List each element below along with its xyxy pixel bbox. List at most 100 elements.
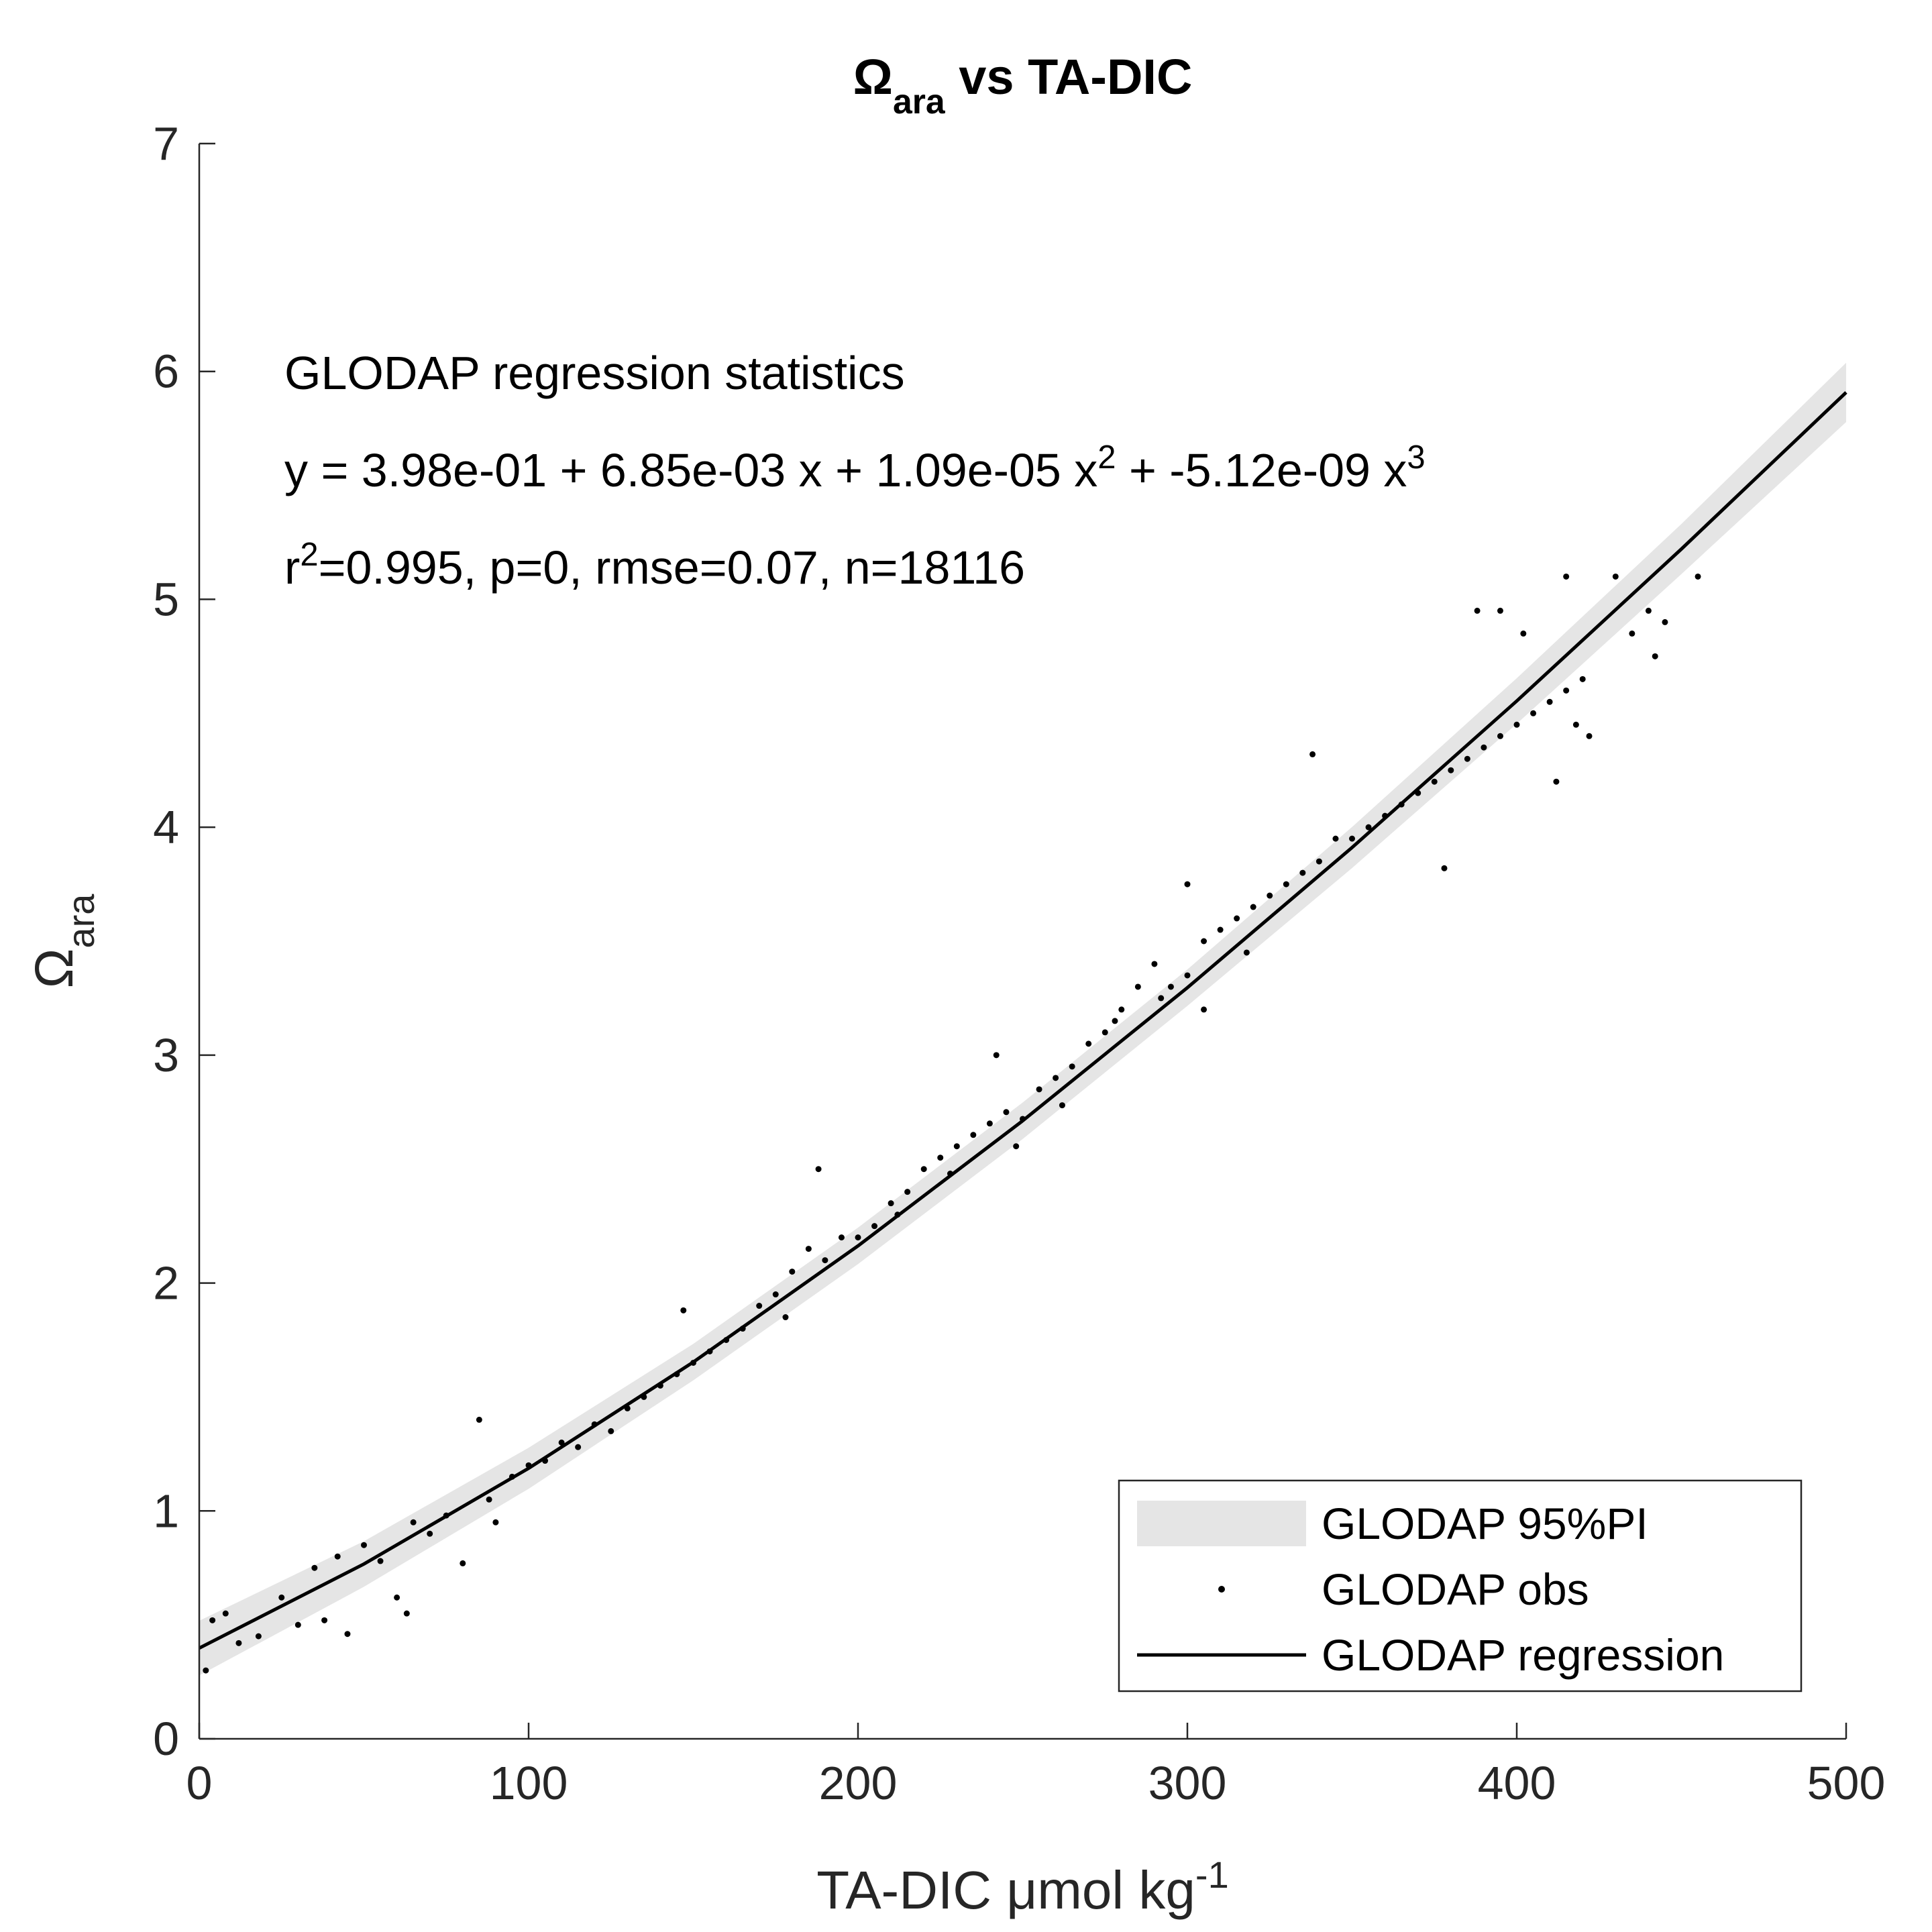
annotation: GLODAP regression statistics bbox=[284, 347, 905, 399]
data-point bbox=[361, 1542, 367, 1548]
data-point bbox=[1217, 926, 1224, 933]
data-point bbox=[1003, 1109, 1010, 1116]
x-tick-label: 400 bbox=[1478, 1757, 1556, 1809]
data-point bbox=[1036, 1086, 1042, 1093]
data-point bbox=[1645, 607, 1652, 614]
data-point bbox=[377, 1558, 384, 1564]
data-point bbox=[1695, 573, 1701, 580]
x-tick-label: 300 bbox=[1148, 1757, 1227, 1809]
data-point bbox=[344, 1631, 351, 1638]
data-point bbox=[476, 1416, 482, 1423]
y-tick-label: 2 bbox=[153, 1257, 179, 1309]
data-point bbox=[311, 1564, 318, 1571]
annotation: y = 3.98e-01 + 6.85e-03 x + 1.09e-05 x2 … bbox=[284, 439, 1426, 496]
data-point bbox=[486, 1496, 492, 1503]
text-part: Ω bbox=[24, 949, 84, 989]
data-point bbox=[1520, 630, 1527, 637]
data-point bbox=[1563, 687, 1570, 694]
data-point bbox=[209, 1617, 216, 1623]
data-point bbox=[278, 1594, 285, 1601]
data-point bbox=[871, 1223, 878, 1230]
data-point bbox=[1151, 961, 1158, 967]
annotation: r2=0.995, p=0, rmse=0.07, n=18116 bbox=[284, 537, 1025, 594]
legend-label: GLODAP regression bbox=[1322, 1630, 1724, 1680]
legend-label: GLODAP obs bbox=[1322, 1564, 1589, 1614]
data-point bbox=[1572, 721, 1579, 728]
legend-swatch bbox=[1218, 1586, 1225, 1593]
y-tick-label: 6 bbox=[153, 345, 179, 398]
data-point bbox=[427, 1530, 433, 1537]
data-point bbox=[953, 1143, 960, 1150]
y-tick-label: 4 bbox=[153, 801, 179, 853]
y-tick-label: 3 bbox=[153, 1029, 179, 1081]
data-point bbox=[1102, 1029, 1108, 1036]
x-tick-label: 0 bbox=[186, 1757, 213, 1809]
data-point bbox=[235, 1640, 242, 1646]
data-point bbox=[1579, 676, 1586, 682]
regression-line bbox=[198, 391, 1847, 1650]
data-point bbox=[1309, 751, 1316, 757]
data-point bbox=[1158, 995, 1165, 1002]
data-point bbox=[986, 1120, 993, 1127]
data-point bbox=[1441, 865, 1448, 871]
data-point bbox=[1267, 892, 1273, 899]
data-point bbox=[1283, 881, 1289, 888]
data-point bbox=[203, 1667, 209, 1674]
data-point bbox=[888, 1200, 894, 1207]
data-point bbox=[1586, 733, 1593, 739]
data-point bbox=[1184, 972, 1191, 979]
data-point bbox=[1612, 573, 1619, 580]
text-part: 2 bbox=[1097, 439, 1116, 476]
text-part: ara bbox=[893, 82, 946, 121]
data-point bbox=[1118, 1006, 1125, 1013]
text-part: r bbox=[284, 541, 300, 594]
data-point bbox=[394, 1594, 400, 1601]
data-point bbox=[937, 1155, 944, 1161]
data-point bbox=[222, 1610, 229, 1617]
data-point bbox=[1085, 1040, 1092, 1047]
data-point bbox=[1201, 938, 1208, 945]
text-part: -1 bbox=[1195, 1854, 1229, 1896]
data-point bbox=[822, 1257, 828, 1264]
data-point bbox=[460, 1560, 466, 1566]
text-part: TA-DIC μmol kg bbox=[816, 1860, 1195, 1920]
data-point bbox=[1553, 778, 1560, 785]
data-point bbox=[993, 1052, 1000, 1059]
y-tick-label: 7 bbox=[153, 117, 179, 170]
data-point bbox=[1069, 1063, 1075, 1070]
text-part: y = 3.98e-01 + 6.85e-03 x + 1.09e-05 x bbox=[284, 444, 1097, 496]
y-tick-label: 1 bbox=[153, 1485, 179, 1537]
data-point bbox=[782, 1314, 789, 1321]
data-point bbox=[756, 1303, 763, 1309]
data-point bbox=[492, 1519, 499, 1525]
data-point bbox=[1112, 1018, 1118, 1024]
data-point bbox=[970, 1132, 977, 1138]
data-point bbox=[1546, 698, 1553, 705]
data-point bbox=[772, 1291, 779, 1298]
x-tick-label: 500 bbox=[1807, 1757, 1886, 1809]
data-point bbox=[1464, 755, 1470, 762]
data-point bbox=[1332, 835, 1339, 842]
data-point bbox=[1316, 858, 1322, 865]
data-point bbox=[1662, 619, 1668, 625]
data-point bbox=[1349, 835, 1355, 842]
y-tick-label: 0 bbox=[153, 1713, 179, 1765]
data-point bbox=[1497, 733, 1503, 739]
text-part: Ω bbox=[853, 49, 893, 105]
legend-swatch bbox=[1137, 1501, 1306, 1546]
text-part: ara bbox=[60, 894, 102, 949]
data-point bbox=[1250, 904, 1256, 910]
data-point bbox=[815, 1166, 822, 1173]
data-point bbox=[575, 1444, 582, 1450]
data-point bbox=[1530, 710, 1537, 716]
data-point bbox=[1481, 744, 1487, 751]
data-point bbox=[1497, 607, 1503, 614]
data-point bbox=[680, 1307, 687, 1313]
x-tick-label: 100 bbox=[490, 1757, 568, 1809]
text-part: 2 bbox=[300, 537, 318, 573]
data-point bbox=[1053, 1075, 1059, 1081]
data-point bbox=[805, 1246, 812, 1252]
data-point bbox=[1431, 778, 1438, 785]
